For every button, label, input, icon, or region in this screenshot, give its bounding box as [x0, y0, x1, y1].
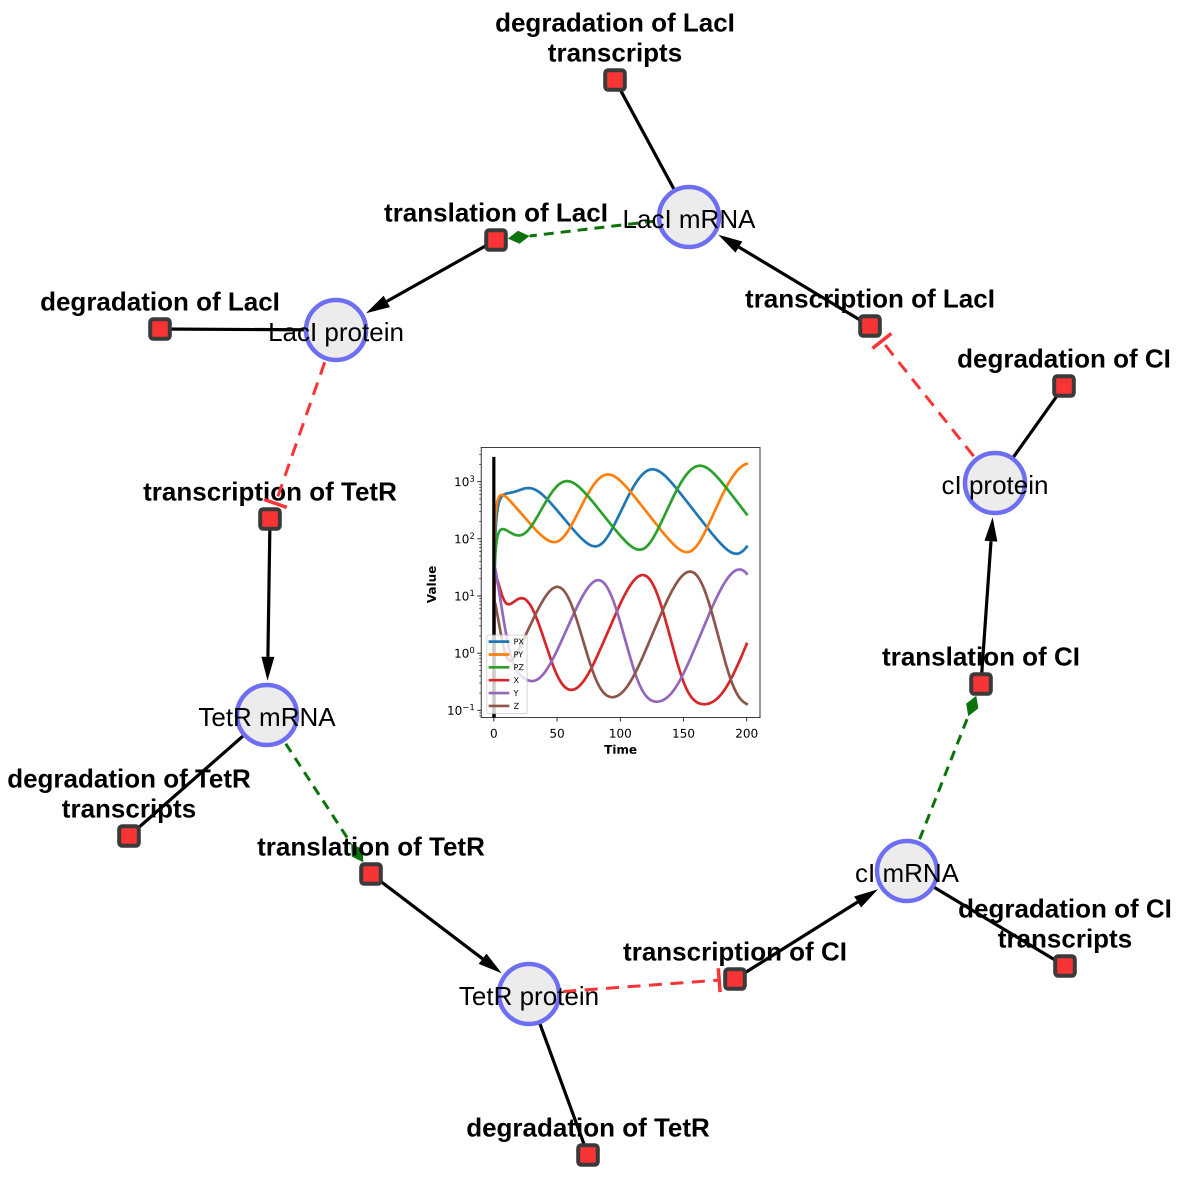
svg-text:degradation of LacI: degradation of LacI [495, 8, 735, 38]
svg-text:degradation of TetR: degradation of TetR [7, 764, 251, 794]
svg-text:cI mRNA: cI mRNA [855, 858, 960, 888]
svg-text:translation of LacI: translation of LacI [384, 198, 608, 228]
svg-text:degradation of CI: degradation of CI [958, 894, 1172, 924]
svg-text:cI protein: cI protein [942, 470, 1049, 500]
svg-text:TetR mRNA: TetR mRNA [198, 702, 336, 732]
svg-text:transcription of CI: transcription of CI [623, 937, 847, 967]
svg-text:degradation of CI: degradation of CI [957, 344, 1171, 374]
svg-text:LacI mRNA: LacI mRNA [623, 204, 757, 234]
svg-text:degradation of TetR: degradation of TetR [466, 1113, 710, 1143]
svg-text:degradation of LacI: degradation of LacI [40, 287, 280, 317]
svg-text:transcripts: transcripts [548, 38, 682, 68]
svg-text:LacI protein: LacI protein [268, 317, 404, 347]
svg-text:translation of TetR: translation of TetR [257, 832, 485, 862]
svg-text:transcripts: transcripts [62, 794, 196, 824]
svg-text:transcription of LacI: transcription of LacI [745, 284, 995, 314]
svg-text:transcripts: transcripts [998, 924, 1132, 954]
svg-text:TetR protein: TetR protein [459, 981, 599, 1011]
svg-text:translation of CI: translation of CI [882, 642, 1080, 672]
